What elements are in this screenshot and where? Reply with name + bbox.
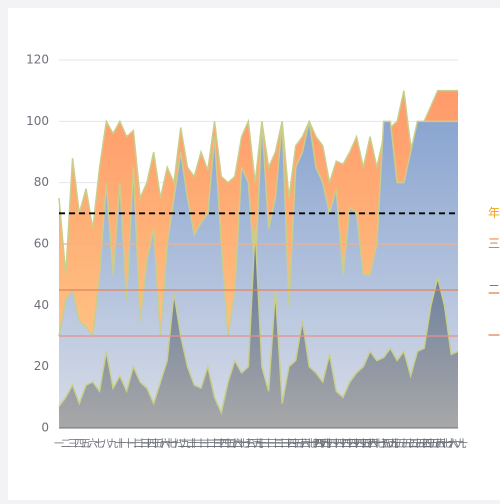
x-tick-label: 二十 [177, 437, 197, 450]
x-tick-label: 二十三 [193, 437, 223, 450]
x-tick-label: 七 [95, 438, 105, 450]
x-tick-label: 四十六 [348, 437, 378, 450]
x-tick-label: 六 [88, 438, 98, 450]
x-tick-label: 四十九 [369, 437, 399, 450]
x-tick-label: 五十四 [402, 437, 432, 450]
x-tick-label: 四十七 [355, 437, 385, 450]
x-tick-label: 四十八 [362, 437, 392, 450]
y-tick-label: 0 [41, 421, 49, 435]
x-tick-label: 十三 [130, 437, 150, 450]
y-tick-label: 120 [26, 53, 49, 67]
x-tick-label: 八 [101, 439, 111, 450]
x-tick-label: 二十一 [179, 437, 209, 450]
x-tick-label: 二十五 [206, 437, 236, 450]
x-tick-label: 六十 [448, 437, 468, 450]
x-tick-label: 二十九 [233, 437, 263, 450]
x-tick-label: 五十七 [423, 437, 453, 450]
x-tick-label: 三十一 [247, 437, 277, 450]
x-tick-label: 五十六 [416, 437, 446, 450]
line [58, 228, 459, 416]
mark-line-label: 年 [488, 206, 500, 220]
x-tick-label: 五十八 [429, 437, 459, 450]
x-tick-label: 十九 [171, 437, 191, 450]
x-tick-label: 十一 [117, 437, 137, 450]
line [58, 120, 458, 338]
x-tick-label: 五十 [380, 437, 400, 450]
y-tick-label: 60 [34, 237, 49, 251]
x-tick-label: 三十二 [254, 437, 284, 450]
x-tick-label: 十二 [123, 437, 143, 450]
area [59, 121, 458, 428]
x-tick-label: 二十二 [186, 437, 216, 450]
x-tick-label: 一 [54, 439, 64, 450]
mark-line-label: 一 [488, 329, 500, 343]
x-tick-label: 三十三 [260, 437, 290, 450]
x-tick-label: 二十八 [227, 437, 257, 450]
x-tick-label: 四 [74, 439, 84, 450]
y-tick-label: 40 [34, 298, 49, 312]
x-tick-label: 十八 [164, 437, 184, 450]
x-tick-label: 十五 [144, 437, 164, 450]
x-tick-label: 五十三 [396, 437, 426, 450]
x-tick-label: 十四 [137, 437, 157, 450]
x-tick-label: 三十六 [281, 437, 311, 450]
x-tick-label: 五十一 [382, 437, 412, 450]
x-tick-label: 五十九 [436, 437, 466, 450]
y-tick-label: 100 [26, 114, 49, 128]
x-tick-label: 三十七 [287, 437, 317, 450]
x-tick-label: 三十四 [267, 437, 297, 450]
x-tick-label: 三十 [245, 437, 265, 450]
x-tick-label: 五 [81, 439, 91, 450]
x-tick-label: 四十五 [342, 437, 372, 450]
x-tick-label: 十七 [157, 437, 177, 450]
x-tick-label: 四十 [313, 437, 333, 450]
x-tick-label: 三十九 [301, 437, 331, 450]
x-tick-label: 二十四 [200, 437, 230, 450]
x-tick-label: 九 [108, 438, 118, 450]
x-tick-label: 二十六 [213, 437, 243, 450]
x-tick-label: 三十八 [294, 437, 324, 450]
y-tick-label: 80 [34, 175, 49, 189]
x-tick-label: 三 [68, 439, 78, 450]
x-tick-label: 十 [115, 437, 125, 450]
x-tick-label: 二 [61, 439, 71, 450]
x-tick-label: 十六 [150, 437, 170, 450]
mark-line-label: 三 [488, 237, 500, 251]
x-tick-label: 四十一 [315, 437, 345, 450]
x-tick-label: 四十三 [328, 437, 358, 450]
x-tick-label: 四十四 [335, 437, 365, 450]
area [59, 228, 458, 428]
x-tick-label: 三十五 [274, 437, 304, 450]
x-tick-label: 五十五 [409, 437, 439, 450]
y-tick-label: 20 [34, 359, 49, 373]
mark-line-label: 二 [488, 283, 500, 297]
x-tick-label: 二十七 [220, 437, 250, 450]
x-tick-label: 四十二 [321, 437, 351, 450]
x-tick-label: 五十二 [389, 437, 419, 450]
